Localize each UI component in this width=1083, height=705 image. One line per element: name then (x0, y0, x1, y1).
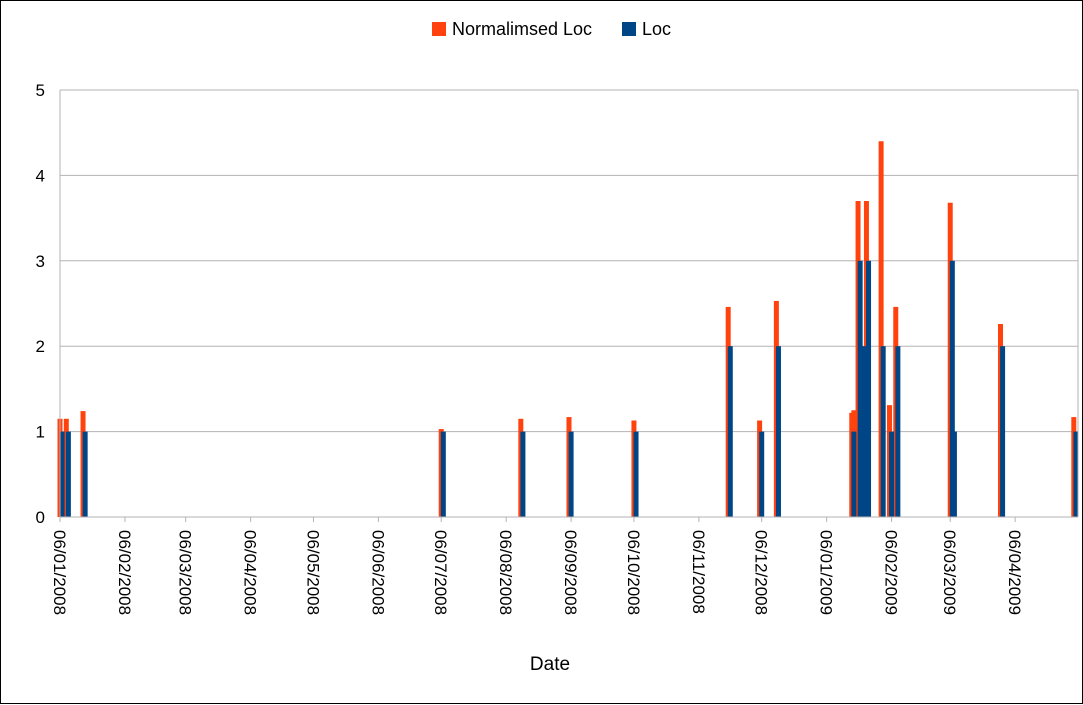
bar-loc (1073, 431, 1079, 517)
x-tick-label: 06/04/2009 (1005, 530, 1024, 615)
bar-loc (59, 431, 65, 517)
axes (59, 90, 1079, 522)
y-tick-label: 5 (36, 81, 45, 100)
bar-loc (949, 260, 955, 517)
x-tick-label: 06/10/2008 (624, 530, 643, 615)
y-tick-label: 3 (36, 252, 45, 271)
x-tick-label: 06/02/2008 (115, 530, 134, 615)
bar-loc (82, 431, 88, 517)
legend-label-loc: Loc (642, 19, 671, 39)
y-tick-label: 4 (36, 166, 45, 185)
legend: Normalimsed Loc Loc (432, 19, 671, 39)
bar-loc (851, 431, 857, 517)
x-tick-label: 06/08/2008 (496, 530, 515, 615)
x-tick-label: 06/09/2008 (561, 530, 580, 615)
bar-loc (1000, 346, 1006, 517)
x-tick-label: 06/05/2008 (303, 530, 322, 615)
legend-swatch-normalimsed-loc (432, 22, 446, 36)
x-tick-label: 06/07/2008 (431, 530, 450, 615)
bar-loc (866, 260, 872, 517)
bar-loc (951, 431, 957, 517)
x-tick-label: 06/06/2008 (368, 530, 387, 615)
bar-loc (633, 431, 639, 517)
bars (57, 141, 1079, 518)
x-tick-label: 06/04/2008 (241, 530, 260, 615)
x-tick-label: 06/01/2008 (50, 530, 69, 615)
x-tick-label: 06/02/2009 (882, 530, 901, 615)
bar-normalimsed-loc (878, 141, 884, 518)
bar-loc (440, 431, 446, 517)
bar-loc (895, 346, 901, 517)
y-tick-label: 2 (36, 337, 45, 356)
y-tick-label: 1 (36, 423, 45, 442)
x-tick-label: 06/11/2008 (689, 530, 708, 614)
x-tick-label: 06/03/2008 (176, 530, 195, 615)
bar-loc (520, 431, 526, 517)
legend-swatch-loc (622, 22, 636, 36)
y-tick-labels: 0 1 2 3 4 5 (36, 81, 45, 527)
x-tick-label: 06/12/2008 (752, 530, 771, 615)
bar-loc (775, 346, 781, 517)
x-tick-label: 06/03/2009 (940, 530, 959, 615)
bar-loc (568, 431, 574, 517)
bar-loc (727, 346, 733, 517)
bar-loc (889, 431, 895, 517)
x-tick-label: 06/01/2009 (817, 530, 836, 615)
x-axis-title: Date (530, 654, 570, 675)
bar-loc (861, 346, 867, 517)
bar-loc (759, 431, 765, 517)
bar-loc (880, 346, 886, 517)
legend-label-normalimsed-loc: Normalimsed Loc (452, 19, 592, 39)
bar-loc (65, 431, 71, 517)
x-tick-labels: 06/01/2008 06/02/2008 06/03/2008 06/04/2008… (50, 530, 1024, 615)
bar-loc (857, 260, 863, 517)
y-tick-label: 0 (36, 508, 45, 527)
